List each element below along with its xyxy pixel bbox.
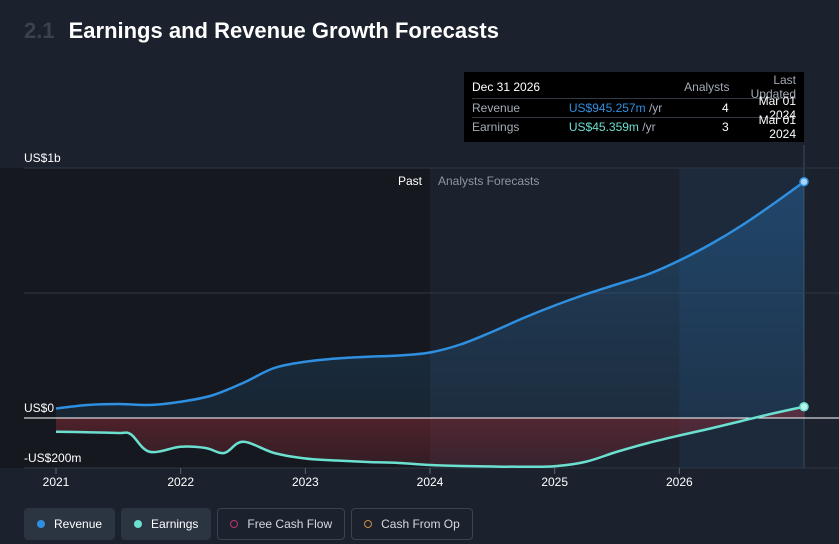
tooltip-earnings-analysts: 3 — [722, 120, 729, 134]
tooltip-earnings-value: US$45.359m — [568, 120, 639, 134]
tooltip-col-updated: Last Updated — [750, 73, 796, 101]
x-tick-label-2: 2023 — [292, 475, 319, 489]
legend-earnings-label: Earnings — [151, 517, 199, 531]
legend-earnings-button[interactable]: Earnings — [121, 508, 212, 540]
y-tick-label-0: US$1b — [24, 151, 61, 165]
legend-free-cash-flow-dot-icon — [230, 520, 239, 528]
tooltip-revenue-label: Revenue — [472, 101, 521, 115]
tooltip-revenue-updated: Mar 01 2024 — [758, 94, 796, 122]
legend-earnings-dot-icon — [134, 520, 143, 528]
legend-free-cash-flow-button[interactable]: Free Cash Flow — [217, 508, 346, 540]
legend-cash-from-op-button[interactable]: Cash From Op — [351, 508, 473, 540]
chart-legend: Revenue Earnings Free Cash Flow Cash Fro… — [24, 508, 473, 540]
legend-revenue-button[interactable]: Revenue — [24, 508, 116, 540]
revenue-line — [55, 180, 805, 410]
tooltip-earnings-label: Earnings — [472, 120, 520, 134]
tooltip-date: Dec 31 2026 — [472, 80, 541, 94]
tooltip-revenue-unit: /yr — [648, 101, 663, 115]
tooltip-earnings-row: Earnings US$45.359m /yr 3 Mar 01 2024 — [472, 113, 796, 141]
revenue-end-point — [799, 177, 809, 187]
legend-cash-from-op-dot-icon — [364, 520, 373, 528]
x-tick-label-0: 2021 — [43, 475, 70, 489]
x-tick-label-3: 2024 — [417, 475, 444, 489]
section-header: 2.1 Earnings and Revenue Growth Forecast… — [24, 18, 499, 44]
tooltip-col-analysts: Analysts — [684, 80, 730, 94]
page-title: Earnings and Revenue Growth Forecasts — [68, 18, 499, 43]
earnings-area — [56, 406, 804, 467]
tooltip-earnings-updated: Mar 01 2024 — [758, 113, 796, 141]
section-number: 2.1 — [24, 18, 55, 43]
tooltip-earnings-unit: /yr — [642, 120, 656, 134]
x-tick-label-4: 2025 — [541, 475, 568, 489]
forecast-label: Analysts Forecasts — [438, 174, 539, 188]
legend-revenue-dot-icon — [37, 520, 45, 528]
legend-cash-from-op-label: Cash From Op — [381, 517, 460, 531]
tooltip-revenue-analysts: 4 — [722, 101, 729, 115]
forecast-tooltip: Dec 31 2026 Analysts Last Updated Revenu… — [464, 72, 804, 142]
legend-free-cash-flow-label: Free Cash Flow — [247, 517, 333, 531]
y-tick-label-1: US$0 — [24, 401, 54, 415]
tooltip-revenue-row: Revenue US$945.257m /yr 4 Mar 01 2024 — [472, 94, 796, 122]
revenue-area — [56, 181, 804, 418]
past-label: Past — [398, 174, 423, 188]
legend-revenue-label: Revenue — [54, 517, 103, 531]
tooltip-header-row: Dec 31 2026 Analysts Last Updated — [472, 73, 796, 101]
earnings-line — [55, 405, 805, 469]
tooltip-revenue-value: US$945.257m — [568, 101, 646, 115]
earnings-end-point — [799, 402, 809, 412]
y-tick-label-2: -US$200m — [24, 451, 81, 465]
x-tick-label-1: 2022 — [167, 475, 194, 489]
x-tick-label-5: 2026 — [666, 475, 693, 489]
